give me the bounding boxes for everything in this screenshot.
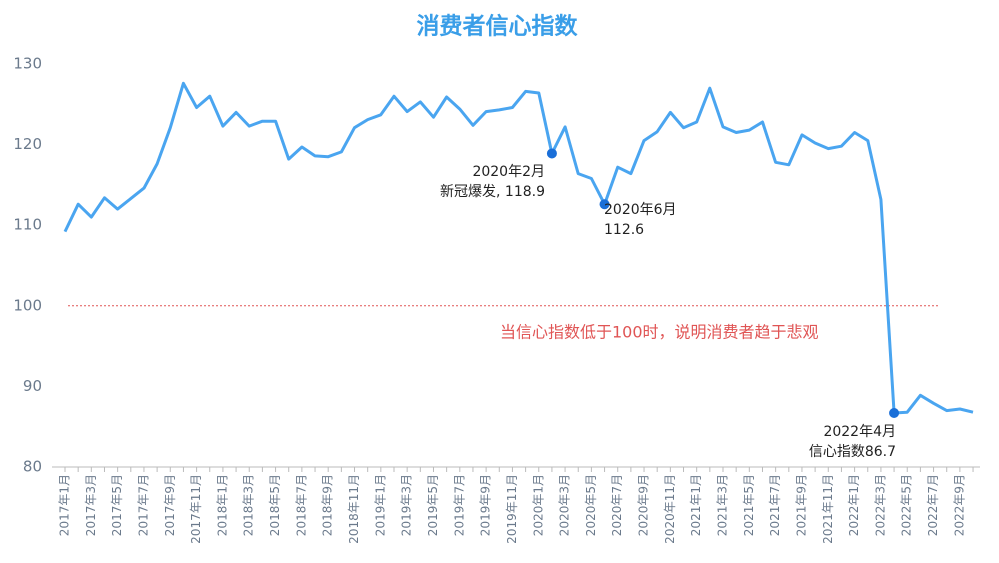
x-tick-label: 2021年9月	[794, 474, 808, 536]
x-tick-label: 2020年3月	[558, 474, 572, 536]
data-line	[63, 81, 974, 415]
x-tick-label: 2017年5月	[110, 474, 124, 536]
x-tick-label: 2018年11月	[347, 474, 361, 544]
x-tick-label: 2020年11月	[663, 474, 677, 544]
annotation-text: 2020年6月	[604, 202, 677, 218]
y-tick-label: 90	[23, 377, 42, 395]
reference-label: 当信心指数低于100时，说明消费者趋于悲观	[500, 322, 819, 341]
x-tick-label: 2021年7月	[768, 474, 782, 536]
x-tick-label: 2017年3月	[84, 474, 98, 536]
annotation-text: 新冠爆发, 118.9	[440, 184, 545, 200]
x-tick-label: 2018年1月	[215, 474, 229, 536]
chart-title: 消费者信心指数	[417, 13, 579, 40]
x-tick-label: 2019年7月	[452, 474, 466, 536]
x-tick-label: 2020年1月	[531, 474, 545, 536]
x-tick-label: 2022年5月	[900, 474, 914, 536]
x-tick-label: 2018年3月	[242, 474, 256, 536]
x-tick-label: 2022年7月	[926, 474, 940, 536]
annotation-text: 2020年2月	[472, 164, 545, 180]
x-tick-label: 2019年11月	[505, 474, 519, 544]
x-tick-label: 2019年9月	[479, 474, 493, 536]
x-tick-label: 2021年1月	[689, 474, 703, 536]
annotation-marker	[599, 199, 610, 210]
annotation-text: 2022年4月	[823, 424, 896, 440]
x-tick-label: 2020年9月	[637, 474, 651, 536]
x-tick-label: 2021年5月	[742, 474, 756, 536]
x-tick-label: 2020年7月	[610, 474, 624, 536]
y-tick-label: 110	[13, 216, 42, 234]
x-tick-label: 2019年3月	[400, 474, 414, 536]
annotation-marker	[889, 407, 900, 418]
annotation-marker	[546, 148, 557, 159]
x-tick-label: 2022年1月	[847, 474, 861, 536]
x-tick-label: 2017年11月	[189, 474, 203, 544]
x-tick-label: 2022年3月	[873, 474, 887, 536]
x-tick-label: 2017年1月	[58, 474, 72, 536]
x-tick-label: 2021年3月	[716, 474, 730, 536]
x-tick-label: 2021年11月	[821, 474, 835, 544]
x-tick-label: 2019年1月	[373, 474, 387, 536]
x-tick-label: 2019年5月	[426, 474, 440, 536]
annotation-text: 信心指数86.7	[809, 444, 896, 460]
y-tick-label: 120	[13, 135, 42, 153]
x-tick-label: 2018年7月	[294, 474, 308, 536]
y-tick-label: 80	[23, 458, 42, 476]
y-tick-label: 100	[13, 296, 42, 314]
x-tick-label: 2018年9月	[321, 474, 335, 536]
x-tick-label: 2022年9月	[952, 474, 966, 536]
x-tick-label: 2017年7月	[136, 474, 150, 536]
x-tick-label: 2020年5月	[584, 474, 598, 536]
annotation-text: 112.6	[604, 222, 644, 238]
x-tick-label: 2018年5月	[268, 474, 282, 536]
y-tick-label: 130	[13, 55, 42, 73]
x-tick-label: 2017年9月	[163, 474, 177, 536]
